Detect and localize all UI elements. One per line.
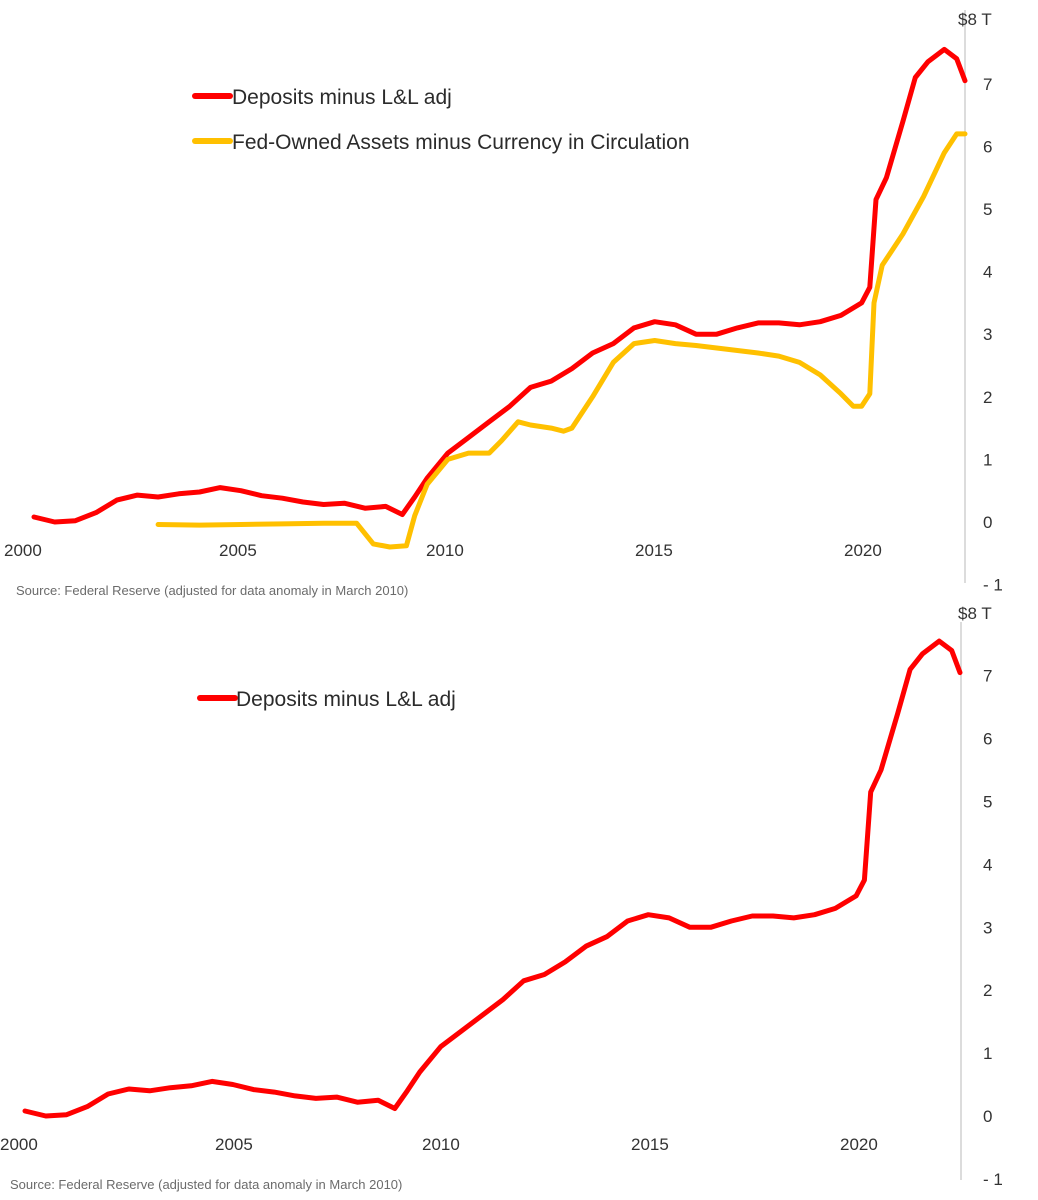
y-tick-label: 2: [983, 981, 992, 1000]
x-tick-label: 2000: [4, 541, 42, 560]
source-note: Source: Federal Reserve (adjusted for da…: [16, 583, 408, 598]
y-tick-label: 2: [983, 388, 992, 407]
y-tick-label: 3: [983, 325, 992, 344]
y-tick-label: 3: [983, 918, 992, 937]
y-tick-label: 6: [983, 137, 992, 156]
y-tick-label: 1: [983, 450, 992, 469]
x-tick-label: 2020: [840, 1135, 878, 1154]
x-tick-label: 2000: [0, 1135, 38, 1154]
legend-label: Deposits minus L&L adj: [232, 86, 452, 109]
y-tick-label: 4: [983, 263, 992, 282]
y-tick-label: 5: [983, 200, 992, 219]
source-note: Source: Federal Reserve (adjusted for da…: [10, 1177, 402, 1192]
y-tick-label: 6: [983, 730, 992, 749]
y-tick-label: $8 T: [958, 604, 992, 623]
series-line-deposits: [31, 46, 968, 525]
x-tick-label: 2010: [422, 1135, 460, 1154]
y-tick-label: 7: [983, 667, 992, 686]
series-line-fed-assets: [155, 131, 968, 550]
x-tick-label: 2010: [426, 541, 464, 560]
x-tick-label: 2015: [635, 541, 673, 560]
y-tick-label: 0: [983, 513, 992, 532]
legend-label: Fed-Owned Assets minus Currency in Circu…: [232, 131, 690, 154]
y-tick-label: 1: [983, 1044, 992, 1063]
x-tick-label: 2020: [844, 541, 882, 560]
y-tick-label: 0: [983, 1107, 992, 1126]
y-tick-label: - 1: [983, 576, 1003, 595]
x-tick-label: 2005: [215, 1135, 253, 1154]
x-tick-label: 2005: [219, 541, 257, 560]
legend-label: Deposits minus L&L adj: [236, 688, 456, 711]
x-tick-label: 2015: [631, 1135, 669, 1154]
y-tick-label: $8 T: [958, 10, 992, 29]
y-tick-label: 4: [983, 855, 992, 874]
series-line-deposits: [22, 638, 963, 1119]
y-tick-label: 5: [983, 793, 992, 812]
y-tick-label: - 1: [983, 1170, 1003, 1189]
y-tick-label: 7: [983, 75, 992, 94]
